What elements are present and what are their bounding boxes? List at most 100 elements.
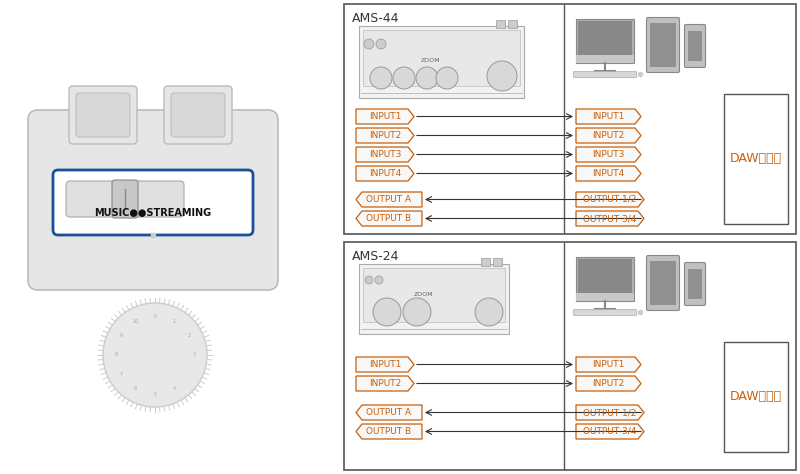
FancyBboxPatch shape	[496, 20, 505, 28]
Text: 9: 9	[120, 333, 122, 338]
Polygon shape	[576, 357, 641, 372]
Text: 2: 2	[187, 333, 190, 338]
Circle shape	[103, 303, 207, 407]
Text: INPUT4: INPUT4	[369, 169, 401, 178]
FancyBboxPatch shape	[574, 72, 637, 78]
FancyBboxPatch shape	[363, 268, 505, 322]
FancyBboxPatch shape	[66, 181, 184, 217]
Polygon shape	[356, 211, 422, 226]
FancyBboxPatch shape	[724, 94, 788, 224]
Polygon shape	[576, 424, 644, 439]
FancyBboxPatch shape	[685, 25, 706, 67]
FancyBboxPatch shape	[164, 86, 232, 144]
FancyBboxPatch shape	[363, 30, 520, 86]
FancyBboxPatch shape	[576, 55, 634, 63]
FancyBboxPatch shape	[493, 258, 502, 266]
FancyBboxPatch shape	[688, 269, 702, 299]
FancyBboxPatch shape	[650, 261, 676, 305]
Text: 6: 6	[134, 386, 137, 391]
FancyBboxPatch shape	[576, 293, 634, 301]
FancyBboxPatch shape	[481, 258, 490, 266]
Polygon shape	[356, 357, 414, 372]
FancyBboxPatch shape	[508, 20, 517, 28]
Circle shape	[416, 67, 438, 89]
FancyBboxPatch shape	[76, 93, 130, 137]
Circle shape	[373, 298, 401, 326]
Circle shape	[393, 67, 415, 89]
FancyBboxPatch shape	[344, 242, 796, 470]
Circle shape	[487, 61, 517, 91]
Polygon shape	[576, 192, 644, 207]
FancyBboxPatch shape	[685, 263, 706, 306]
Polygon shape	[576, 109, 641, 124]
Text: ZOOM: ZOOM	[421, 57, 441, 63]
Text: OUTPUT 3/4: OUTPUT 3/4	[583, 427, 637, 436]
Polygon shape	[576, 147, 641, 162]
Text: INPUT2: INPUT2	[369, 131, 401, 140]
FancyBboxPatch shape	[724, 342, 788, 452]
Text: INPUT1: INPUT1	[369, 360, 401, 369]
Text: INPUT1: INPUT1	[592, 360, 625, 369]
Text: DAWソフト: DAWソフト	[730, 391, 782, 403]
Text: 10: 10	[132, 319, 138, 324]
Text: INPUT1: INPUT1	[592, 112, 625, 121]
Text: OUTPUT B: OUTPUT B	[366, 427, 411, 436]
Text: OUTPUT 1/2: OUTPUT 1/2	[583, 408, 637, 417]
FancyBboxPatch shape	[646, 255, 679, 310]
FancyBboxPatch shape	[28, 110, 278, 290]
Polygon shape	[576, 128, 641, 143]
Polygon shape	[356, 166, 414, 181]
Text: 5: 5	[154, 392, 157, 396]
Polygon shape	[356, 147, 414, 162]
Text: DAWソフト: DAWソフト	[730, 153, 782, 165]
Text: MUSIC●●STREAMING: MUSIC●●STREAMING	[94, 208, 211, 218]
Polygon shape	[356, 128, 414, 143]
Text: 4: 4	[173, 386, 176, 391]
Text: INPUT2: INPUT2	[592, 131, 625, 140]
Text: OUTPUT 3/4: OUTPUT 3/4	[583, 214, 637, 223]
FancyBboxPatch shape	[574, 310, 637, 316]
Text: 7: 7	[120, 372, 122, 377]
FancyBboxPatch shape	[688, 31, 702, 61]
Text: INPUT2: INPUT2	[369, 379, 401, 388]
Text: INPUT3: INPUT3	[592, 150, 625, 159]
Circle shape	[403, 298, 431, 326]
Text: AMS-24: AMS-24	[352, 249, 399, 263]
Polygon shape	[356, 424, 422, 439]
Circle shape	[376, 39, 386, 49]
Circle shape	[375, 276, 383, 284]
FancyBboxPatch shape	[576, 257, 634, 301]
Polygon shape	[576, 376, 641, 391]
FancyBboxPatch shape	[650, 23, 676, 67]
Circle shape	[475, 298, 503, 326]
Circle shape	[436, 67, 458, 89]
FancyBboxPatch shape	[112, 180, 138, 218]
Polygon shape	[576, 405, 644, 420]
Text: 3: 3	[193, 353, 195, 357]
Text: OUTPUT A: OUTPUT A	[366, 195, 411, 204]
FancyBboxPatch shape	[53, 170, 253, 235]
FancyBboxPatch shape	[359, 264, 509, 334]
Polygon shape	[576, 166, 641, 181]
FancyBboxPatch shape	[359, 26, 524, 98]
Circle shape	[370, 67, 392, 89]
Text: OUTPUT A: OUTPUT A	[366, 408, 411, 417]
Polygon shape	[576, 211, 644, 226]
FancyBboxPatch shape	[578, 21, 632, 55]
Text: INPUT3: INPUT3	[369, 150, 401, 159]
Text: 0: 0	[154, 313, 157, 319]
Text: OUTPUT 1/2: OUTPUT 1/2	[583, 195, 637, 204]
FancyBboxPatch shape	[646, 18, 679, 73]
Text: INPUT1: INPUT1	[369, 112, 401, 121]
FancyBboxPatch shape	[578, 259, 632, 293]
Polygon shape	[356, 109, 414, 124]
Text: 8: 8	[114, 353, 118, 357]
Circle shape	[365, 276, 373, 284]
Text: AMS-44: AMS-44	[352, 11, 399, 25]
Text: ZOOM: ZOOM	[414, 292, 434, 297]
Text: INPUT2: INPUT2	[592, 379, 625, 388]
Polygon shape	[356, 376, 414, 391]
Text: INPUT4: INPUT4	[592, 169, 625, 178]
Circle shape	[364, 39, 374, 49]
Text: OUTPUT B: OUTPUT B	[366, 214, 411, 223]
